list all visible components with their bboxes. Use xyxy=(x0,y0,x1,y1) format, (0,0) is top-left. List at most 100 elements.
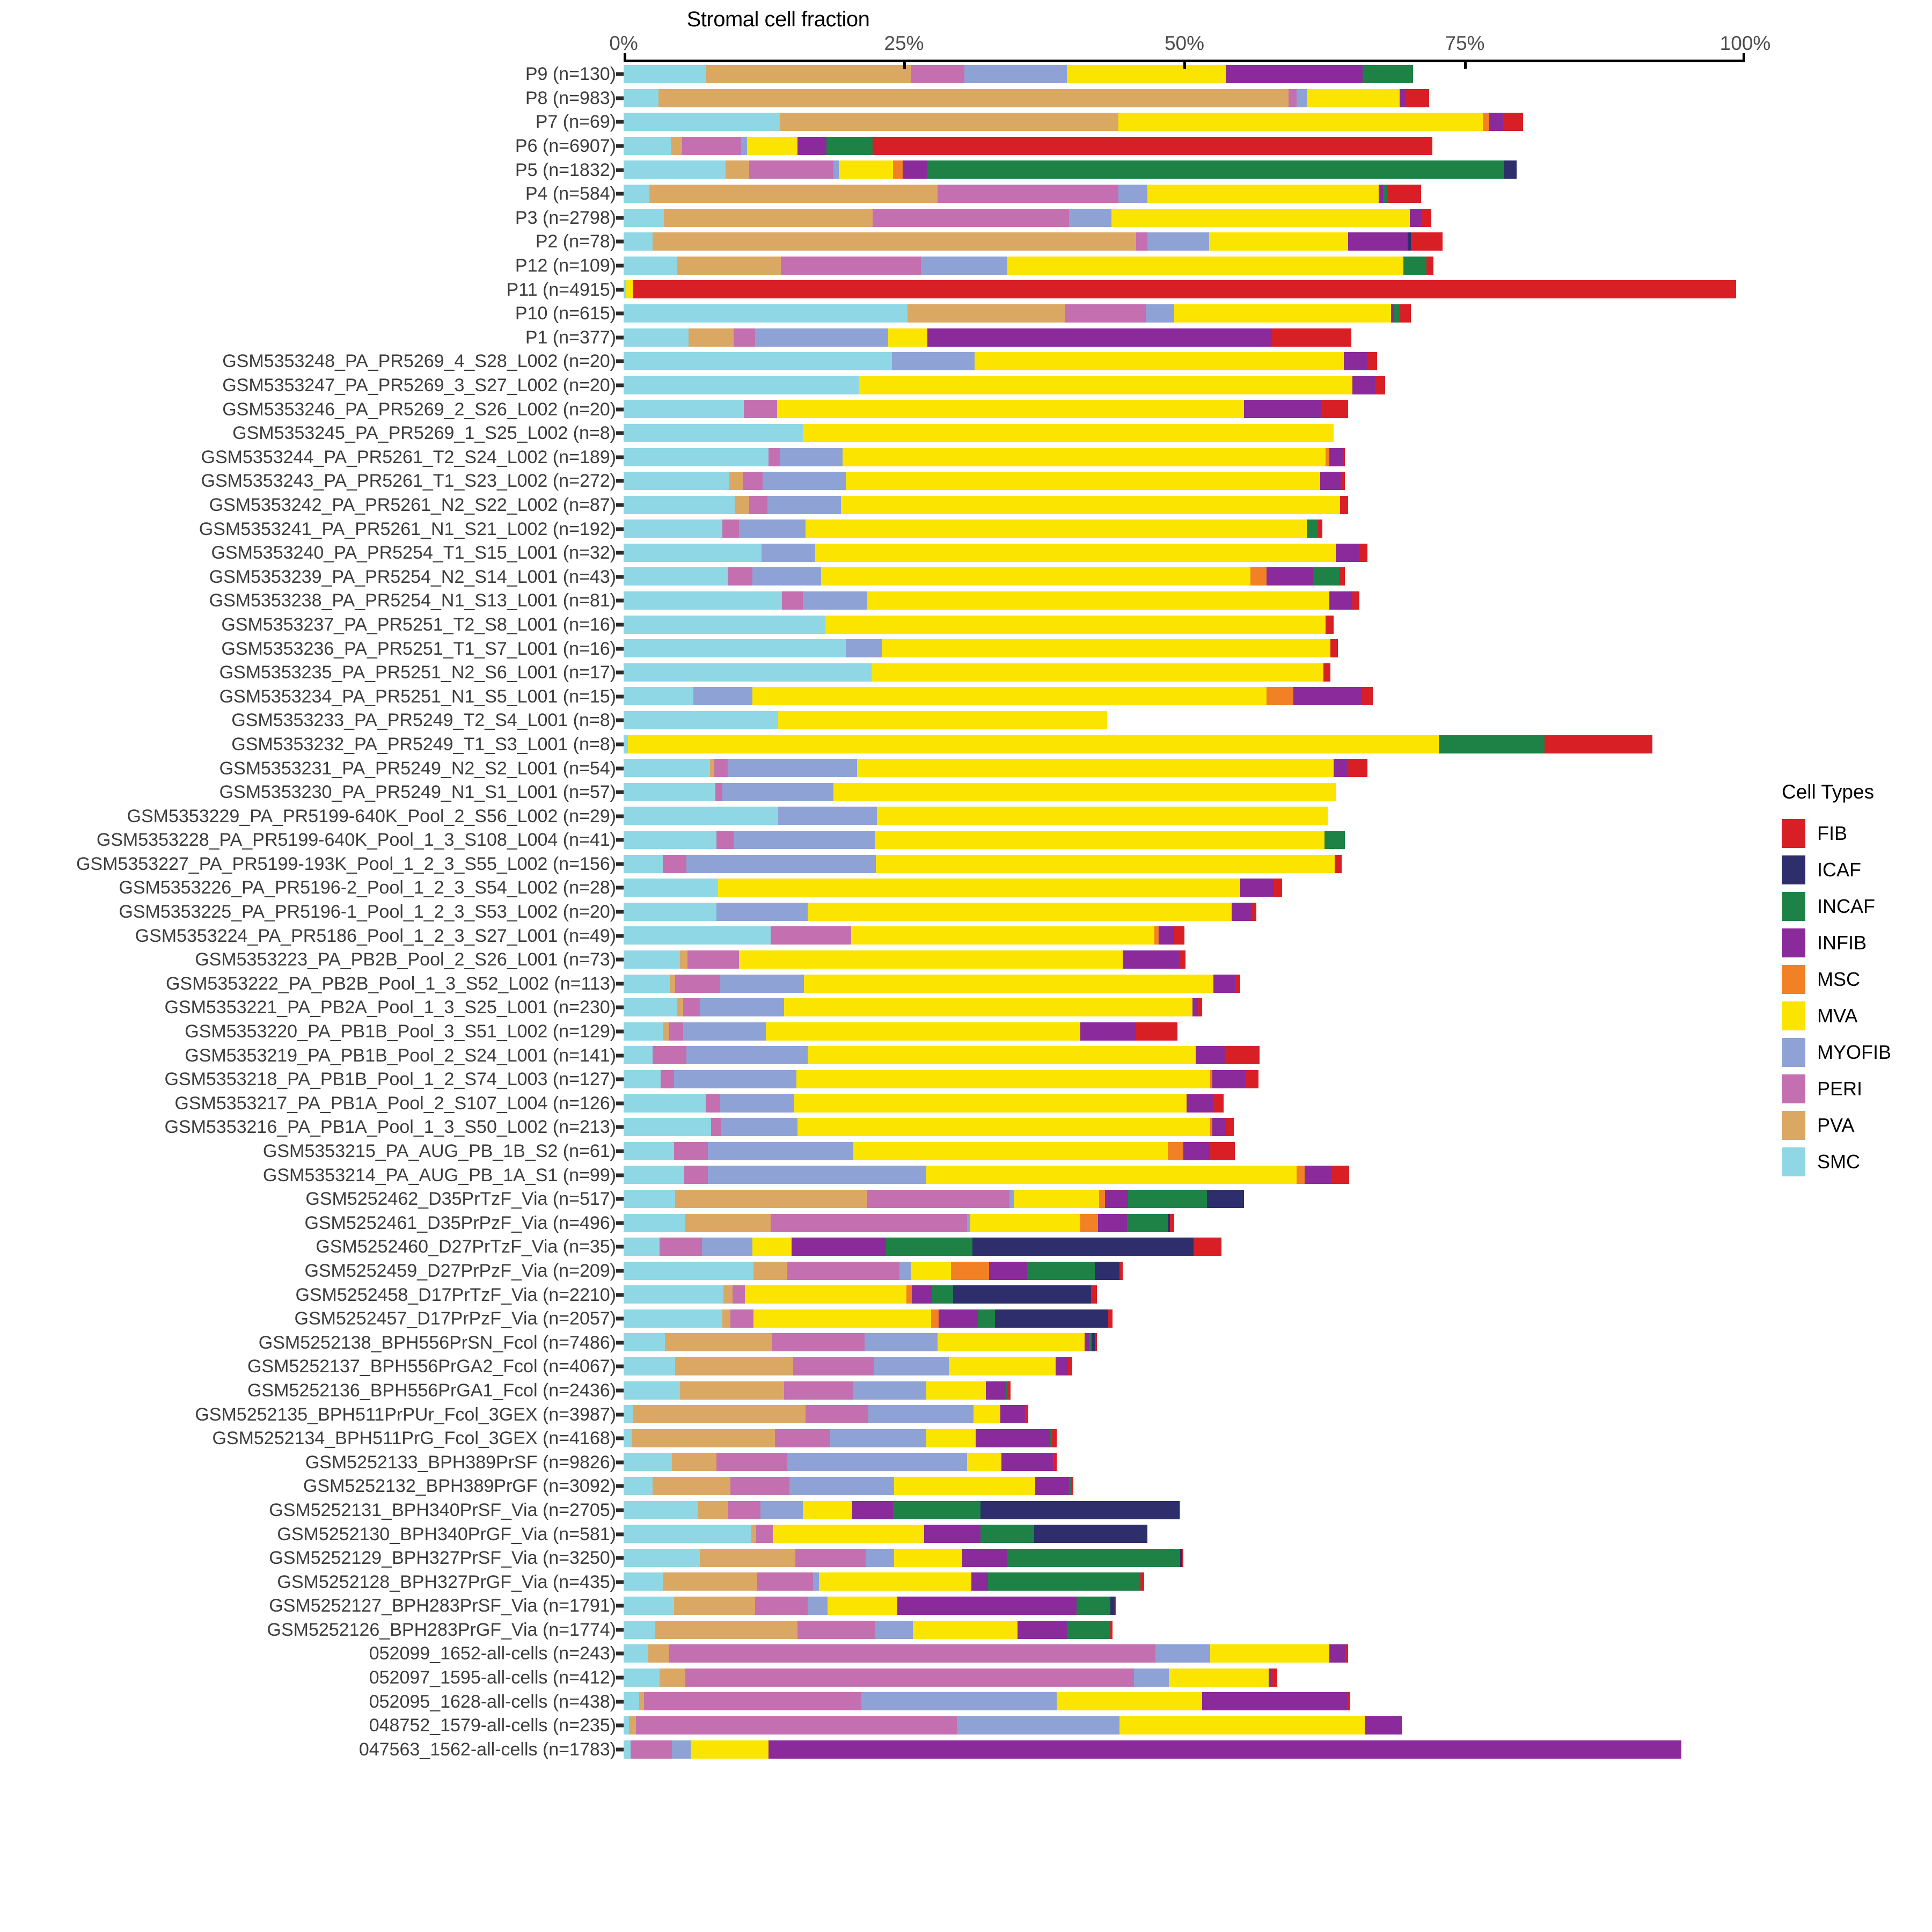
legend-title: Cell Types xyxy=(1782,781,1875,803)
bar-segment-infib xyxy=(1240,879,1275,897)
y-axis-tick-mark xyxy=(616,383,624,387)
legend-item-fib[interactable]: FIB xyxy=(1782,815,1932,852)
bar-segment-incaf xyxy=(1027,1261,1095,1280)
bar-segment-infib xyxy=(1084,1333,1089,1352)
bar-segment-infib xyxy=(1231,902,1252,921)
x-axis-tick-25: 25% xyxy=(884,32,924,54)
bar-segment-peri xyxy=(663,854,687,873)
bar-segment-pva xyxy=(689,328,734,347)
y-axis-tick-mark xyxy=(616,551,624,555)
y-axis-tick-mark xyxy=(616,790,624,794)
bar-segment-myofib xyxy=(830,1429,927,1447)
bar-segment-msc xyxy=(1154,926,1159,945)
bar-segment-infib xyxy=(989,1261,1028,1280)
bar-segment-incaf xyxy=(1313,567,1340,586)
bar-segment-pva xyxy=(659,1668,685,1687)
chart-title: Stromal cell fraction xyxy=(686,8,870,31)
bar-segment-fib xyxy=(1007,1381,1011,1400)
bar-segment-myofib xyxy=(728,759,857,778)
stacked-bar xyxy=(624,854,1745,873)
legend-item-myofib[interactable]: MYOFIB xyxy=(1782,1034,1932,1071)
bar-row-label: GSM5353226_PA_PR5196-2_Pool_1_2_3_S54_L0… xyxy=(119,877,616,898)
y-axis-tick-mark xyxy=(616,455,624,459)
bar-segment-icaf xyxy=(994,1309,1108,1328)
legend-label: MSC xyxy=(1817,968,1860,990)
y-axis-tick-mark xyxy=(616,264,624,268)
bar-row-label: GSM5252462_D35PrTzF_Via (n=517) xyxy=(305,1189,616,1210)
bar-segment-mva xyxy=(784,998,1192,1017)
legend-item-incaf[interactable]: INCAF xyxy=(1782,888,1932,925)
bar-segment-mva xyxy=(938,1333,1085,1352)
x-axis-tick-mark-75 xyxy=(1463,62,1467,69)
bar-segment-peri xyxy=(722,519,740,538)
bar-segment-infib xyxy=(1400,89,1406,107)
stacked-bar xyxy=(624,735,1745,753)
bar-segment-smc xyxy=(624,136,671,155)
legend-item-pva[interactable]: PVA xyxy=(1782,1107,1932,1144)
bar-segment-mva xyxy=(875,831,1325,849)
bar-segment-infib xyxy=(1348,232,1408,251)
bar-segment-peri xyxy=(749,160,833,179)
bar-row-label: GSM5252129_BPH327PrSF_Via (n=3250) xyxy=(269,1548,616,1569)
bar-segment-fib xyxy=(1331,1166,1350,1184)
bar-row: GSM5252132_BPH389PrGF (n=3092) xyxy=(0,1474,1932,1498)
bar-row-label: P3 (n=2798) xyxy=(515,207,616,228)
stacked-bar xyxy=(624,328,1745,347)
bar-segment-msc xyxy=(951,1261,990,1280)
bar-segment-myofib xyxy=(1146,304,1175,323)
bar-segment-incaf xyxy=(1053,1453,1055,1472)
bar-segment-myofib xyxy=(702,1238,753,1256)
legend-item-infib[interactable]: INFIB xyxy=(1782,925,1932,961)
bar-segment-infib xyxy=(1329,591,1353,610)
legend-item-msc[interactable]: MSC xyxy=(1782,961,1932,998)
x-axis-tick-0: 0% xyxy=(609,32,638,54)
bar-row-label: GSM5353225_PA_PR5196-1_Pool_1_2_3_S53_L0… xyxy=(119,902,616,923)
legend-item-mva[interactable]: MVA xyxy=(1782,998,1932,1034)
bar-segment-peri xyxy=(682,136,742,155)
bar-segment-smc xyxy=(624,1548,700,1567)
bar-segment-mva xyxy=(691,1740,769,1759)
bar-segment-myofib xyxy=(1069,208,1112,227)
bar-row-label: GSM5353234_PA_PR5251_N1_S5_L001 (n=15) xyxy=(219,686,616,707)
legend-item-icaf[interactable]: ICAF xyxy=(1782,852,1932,888)
bar-segment-smc xyxy=(624,1094,706,1113)
legend-swatch-msc xyxy=(1782,965,1805,994)
bar-segment-mva xyxy=(794,1094,1187,1113)
bar-segment-smc xyxy=(624,854,663,873)
stacked-bar xyxy=(624,1548,1745,1567)
bar-segment-mva xyxy=(777,400,1244,419)
y-axis-tick-mark xyxy=(616,1149,624,1153)
bar-segment-incaf xyxy=(892,1501,980,1519)
bar-segment-smc xyxy=(624,759,710,778)
bar-segment-pva xyxy=(631,1429,775,1447)
legend-item-smc[interactable]: SMC xyxy=(1782,1144,1932,1180)
bar-row-label: GSM5353244_PA_PR5261_T2_S24_L002 (n=189) xyxy=(201,447,616,467)
stacked-bar xyxy=(624,352,1745,371)
bar-segment-msc xyxy=(1326,448,1329,466)
bar-segment-smc xyxy=(624,1118,712,1137)
bar-segment-mva xyxy=(974,1405,1001,1424)
bar-segment-myofib xyxy=(833,160,839,179)
bar-segment-mva xyxy=(871,663,1324,682)
bar-segment-pva xyxy=(734,495,750,514)
bar-row-label: GSM5252132_BPH389PrGF (n=3092) xyxy=(303,1476,616,1497)
y-axis-tick-mark xyxy=(616,814,624,818)
bar-segment-mva xyxy=(825,615,1326,634)
bar-row: GSM5353235_PA_PR5251_N2_S6_L001 (n=17) xyxy=(0,661,1932,685)
bar-row-label: 047563_1562-all-cells (n=1783) xyxy=(358,1739,616,1760)
bar-segment-peri xyxy=(781,591,803,610)
bar-row-label: GSM5353230_PA_PR5249_N1_S1_L001 (n=57) xyxy=(219,782,616,803)
bar-segment-incaf xyxy=(1306,519,1318,538)
y-axis-tick-mark xyxy=(616,1747,624,1752)
stacked-bar xyxy=(624,926,1745,945)
bar-segment-fib xyxy=(1182,1548,1183,1567)
bar-segment-fib xyxy=(1342,448,1345,466)
bar-row-label: P8 (n=983) xyxy=(525,87,616,108)
legend-item-peri[interactable]: PERI xyxy=(1782,1071,1932,1107)
bar-segment-mva xyxy=(807,902,1232,921)
bar-row-label: GSM5353214_PA_AUG_PB_1A_S1 (n=99) xyxy=(262,1165,616,1185)
bar-segment-infib xyxy=(852,1501,893,1519)
bar-row-label: GSM5353229_PA_PR5199-640K_Pool_2_S56_L00… xyxy=(127,806,616,826)
bar-row: GSM5353236_PA_PR5251_T1_S7_L001 (n=16) xyxy=(0,636,1932,661)
bar-segment-fib xyxy=(1367,352,1378,371)
